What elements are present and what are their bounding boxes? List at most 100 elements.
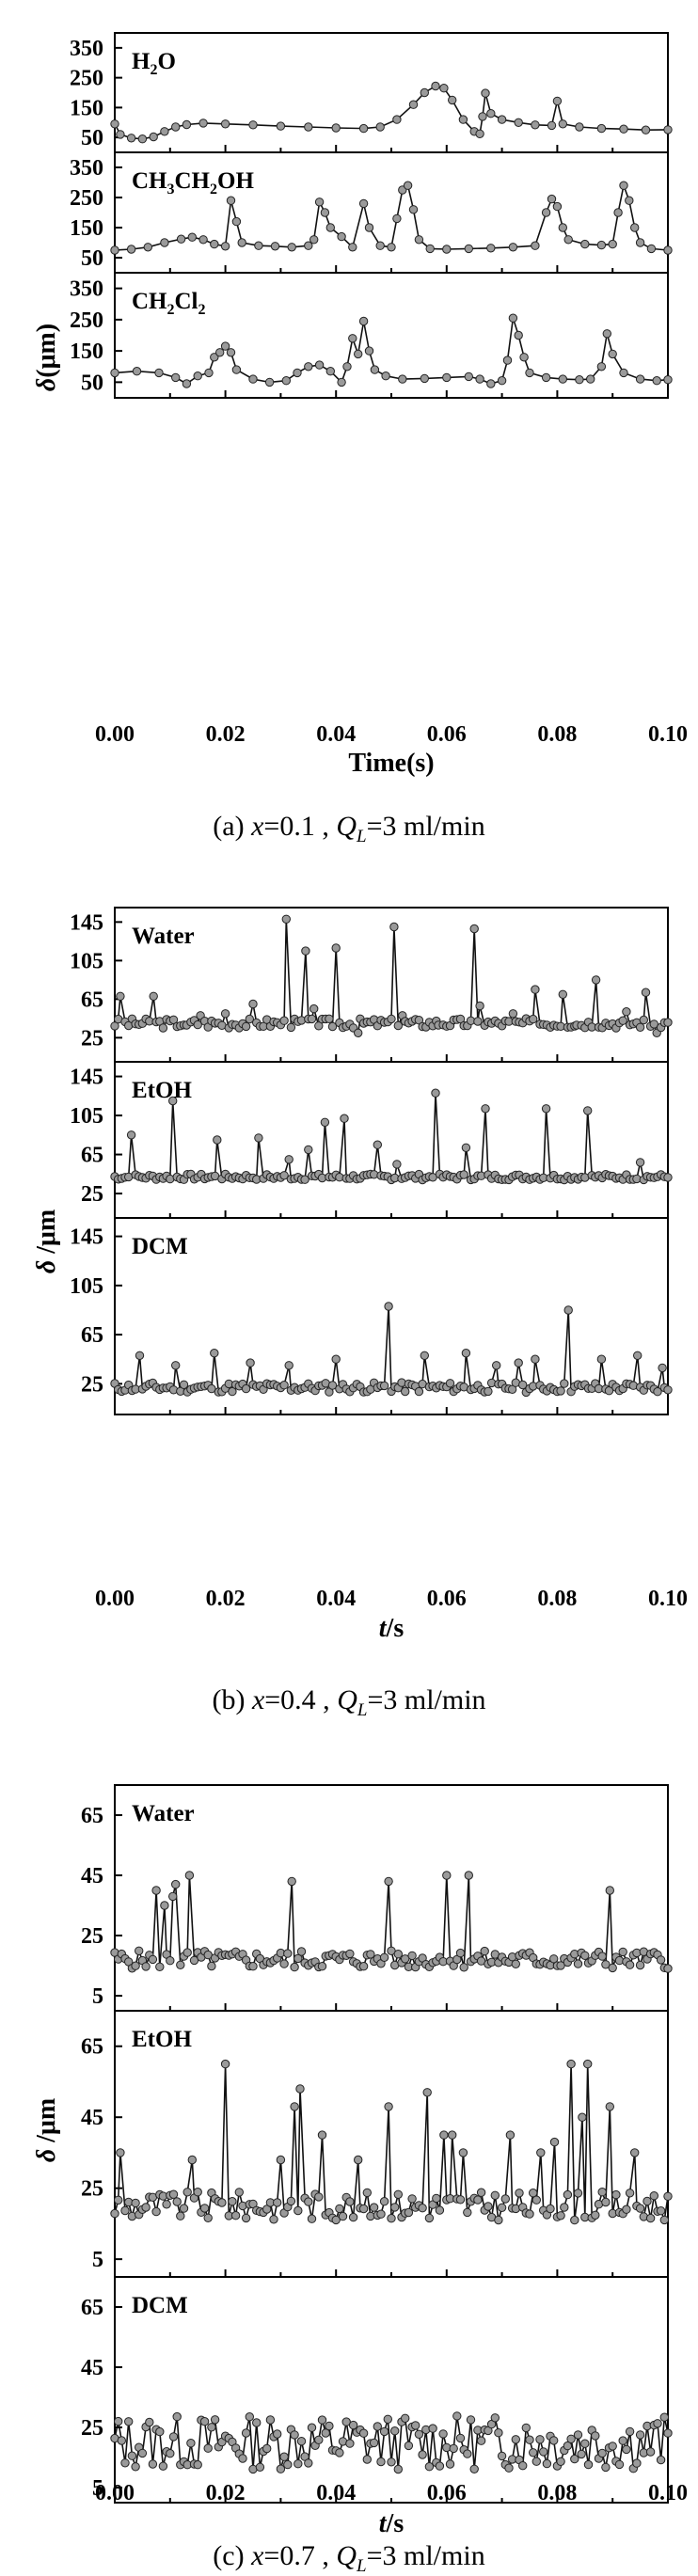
data-point xyxy=(358,2204,369,2214)
data-point xyxy=(504,2463,514,2473)
data-point xyxy=(514,330,523,340)
data-point xyxy=(376,2209,386,2219)
data-point xyxy=(541,1104,551,1114)
data-point xyxy=(558,223,567,232)
data-point xyxy=(601,2197,611,2207)
data-point xyxy=(182,379,192,388)
x-tick-label: 0.04 xyxy=(316,1587,356,1611)
data-point xyxy=(131,2462,140,2472)
data-point xyxy=(296,1947,307,1956)
panel-frame xyxy=(114,1061,669,1219)
data-point xyxy=(387,1014,396,1024)
y-tick-label: 5 xyxy=(92,2248,103,2272)
data-point xyxy=(248,374,258,384)
y-tick-label: 25 xyxy=(81,2416,103,2441)
panel-frame xyxy=(114,2010,669,2278)
data-point xyxy=(176,1960,185,1970)
data-point xyxy=(578,2112,587,2122)
data-point xyxy=(531,2457,541,2466)
data-point xyxy=(445,1379,455,1388)
x-axis-label: t/s xyxy=(379,2509,405,2538)
data-point xyxy=(325,2421,334,2431)
data-point xyxy=(601,2462,611,2473)
data-point xyxy=(281,914,291,924)
data-point xyxy=(338,2211,348,2221)
data-point xyxy=(646,244,657,254)
data-point xyxy=(166,1956,175,1966)
data-point xyxy=(373,1140,382,1149)
data-point xyxy=(199,2204,210,2213)
data-point xyxy=(241,1021,251,1032)
x-tick-label: 0.00 xyxy=(95,2481,135,2505)
data-point xyxy=(583,2459,594,2470)
data-point xyxy=(375,122,385,132)
data-point xyxy=(525,2209,534,2219)
data-point xyxy=(642,2196,652,2206)
data-point xyxy=(114,2416,123,2426)
data-point xyxy=(392,213,402,224)
data-point xyxy=(279,1381,289,1390)
data-point xyxy=(110,1021,119,1031)
data-point xyxy=(597,2448,607,2458)
x-tick-label: 0.06 xyxy=(427,722,467,747)
data-point xyxy=(384,1876,393,1887)
data-point xyxy=(210,239,219,249)
data-point xyxy=(596,123,607,134)
data-point xyxy=(552,96,563,106)
data-point xyxy=(541,208,551,217)
data-point xyxy=(248,1962,258,1971)
data-point xyxy=(168,1891,178,1902)
data-point xyxy=(531,120,540,130)
panel-label: EtOH xyxy=(132,2027,192,2052)
data-point xyxy=(264,377,275,387)
data-point xyxy=(248,999,258,1009)
data-point xyxy=(508,243,518,252)
panel-label: DCM xyxy=(132,2293,188,2318)
data-point xyxy=(348,243,357,252)
data-point xyxy=(369,2203,379,2212)
data-point xyxy=(420,87,429,98)
data-point xyxy=(110,245,119,255)
data-point xyxy=(508,1009,518,1019)
data-point xyxy=(387,2214,396,2223)
data-point xyxy=(160,1901,169,1910)
data-point xyxy=(246,1358,255,1367)
data-point xyxy=(619,124,628,134)
data-point xyxy=(580,239,590,249)
series-line-h2o xyxy=(114,85,669,140)
data-point xyxy=(126,1130,136,1140)
data-point xyxy=(273,2198,282,2207)
x-tick-label: 0.04 xyxy=(316,2481,356,2505)
data-point xyxy=(393,1950,403,1959)
data-point xyxy=(663,375,673,385)
data-point xyxy=(126,134,136,143)
data-point xyxy=(245,2412,254,2422)
y-tick-label: 150 xyxy=(70,216,103,241)
data-point xyxy=(137,2448,148,2458)
data-point xyxy=(309,235,319,245)
data-point xyxy=(461,1349,471,1358)
panel-h2o: 50 150 250 350 H2O xyxy=(70,32,673,153)
data-point xyxy=(466,2415,476,2425)
data-point xyxy=(269,2215,278,2224)
data-point xyxy=(625,1960,635,1969)
data-point xyxy=(422,2088,432,2097)
data-point xyxy=(340,1114,349,1123)
data-point xyxy=(283,2459,293,2470)
data-point xyxy=(387,243,396,252)
data-point xyxy=(238,2454,247,2463)
data-point xyxy=(639,1015,648,1025)
data-point xyxy=(379,2426,389,2437)
data-point xyxy=(295,2084,305,2094)
data-point xyxy=(478,112,487,121)
data-point xyxy=(304,362,313,371)
data-point xyxy=(348,2212,358,2222)
data-point xyxy=(304,122,313,132)
data-point xyxy=(425,244,435,254)
data-point xyxy=(379,2197,389,2206)
data-point xyxy=(473,2195,483,2205)
data-point xyxy=(320,208,330,217)
data-point xyxy=(379,1952,389,1963)
data-point xyxy=(182,2188,192,2197)
panel-ch2cl2: 50 150 250 350 CH2Cl2 xyxy=(70,272,673,399)
